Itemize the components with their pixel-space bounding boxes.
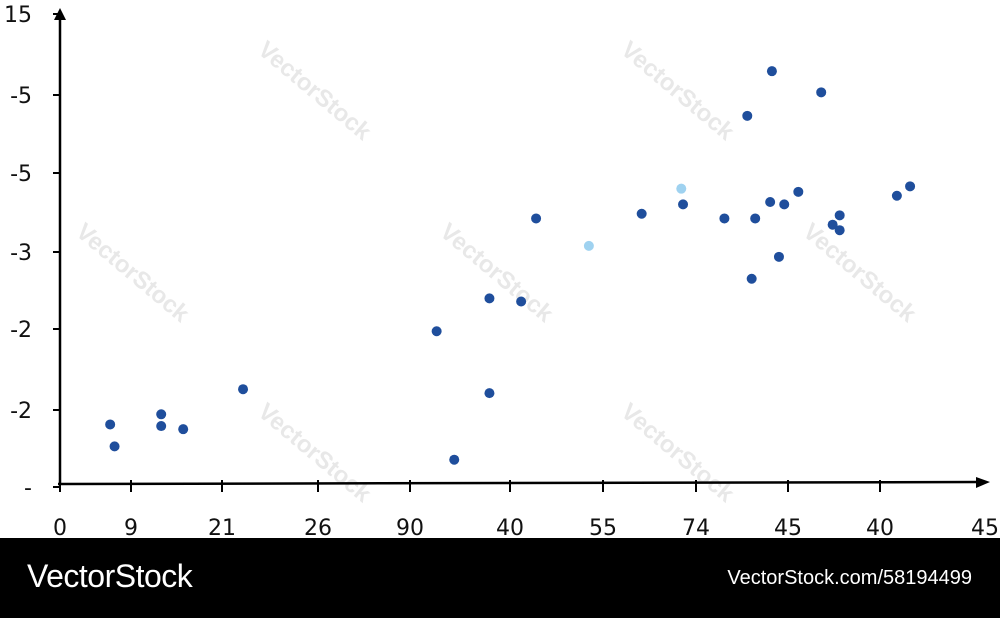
- data-point: [583, 240, 594, 251]
- y-tick-label: -2: [10, 399, 32, 424]
- x-tick-label: 45: [971, 516, 999, 538]
- y-tick-label: 15: [4, 3, 32, 28]
- data-point: [905, 181, 916, 192]
- data-point: [178, 424, 189, 435]
- x-tick-label: 74: [682, 516, 710, 538]
- y-tick-label: -3: [10, 241, 32, 266]
- data-point: [834, 225, 845, 236]
- y-tick-label: -5: [10, 162, 32, 187]
- data-point: [109, 441, 120, 452]
- data-point: [238, 384, 249, 395]
- data-point: [156, 421, 167, 432]
- data-point: [779, 199, 790, 210]
- data-point: [746, 273, 757, 284]
- data-point: [636, 208, 647, 219]
- y-axis-ticks: 15 -5 -5 -3 -2 -2 -: [4, 3, 60, 501]
- data-point: [676, 183, 687, 194]
- data-point: [793, 186, 804, 197]
- data-point: [484, 388, 495, 399]
- data-point: [766, 66, 777, 77]
- data-point: [719, 213, 730, 224]
- data-point: [431, 326, 442, 337]
- y-tick-label: -: [24, 476, 32, 501]
- data-point: [827, 219, 838, 230]
- data-points: [105, 66, 916, 465]
- y-tick-label: -2: [10, 318, 32, 343]
- footer-image-id: VectorStock.com/58194499: [727, 567, 972, 589]
- data-point: [891, 190, 902, 201]
- x-tick-label: 40: [496, 516, 524, 538]
- data-point: [449, 454, 460, 465]
- data-point: [816, 87, 827, 98]
- data-point: [156, 409, 167, 420]
- data-point: [516, 296, 527, 307]
- axes: [54, 8, 990, 488]
- y-tick-label: -5: [10, 84, 32, 109]
- data-point: [105, 419, 116, 430]
- x-axis-arrow: [976, 477, 990, 488]
- footer-bar: VectorStock VectorStock.com/58194499: [0, 538, 1000, 618]
- x-tick-label: 55: [589, 516, 617, 538]
- data-point: [742, 110, 753, 121]
- x-tick-label: 21: [208, 516, 236, 538]
- data-point: [484, 293, 495, 304]
- data-point: [834, 210, 845, 221]
- data-point: [765, 197, 776, 207]
- data-point: [531, 213, 542, 224]
- footer-brand: VectorStock: [27, 558, 193, 594]
- scatter-chart: 0 9 21 26 90 40 55 74 45 40 45 15 -5 -5 -3 -2 -2 -: [4, 3, 999, 538]
- x-axis-line: [57, 480, 983, 486]
- x-tick-label: 40: [866, 516, 894, 538]
- x-tick-label: 90: [396, 516, 424, 538]
- data-point: [678, 199, 689, 210]
- x-tick-label: 26: [304, 516, 332, 538]
- data-point: [773, 251, 784, 262]
- x-tick-label: 9: [124, 516, 138, 538]
- data-point: [750, 213, 761, 224]
- x-tick-label: 45: [774, 516, 802, 538]
- x-axis-ticks: 0 9 21 26 90 40 55 74 45 40 45: [53, 480, 999, 538]
- x-tick-label: 0: [53, 516, 67, 538]
